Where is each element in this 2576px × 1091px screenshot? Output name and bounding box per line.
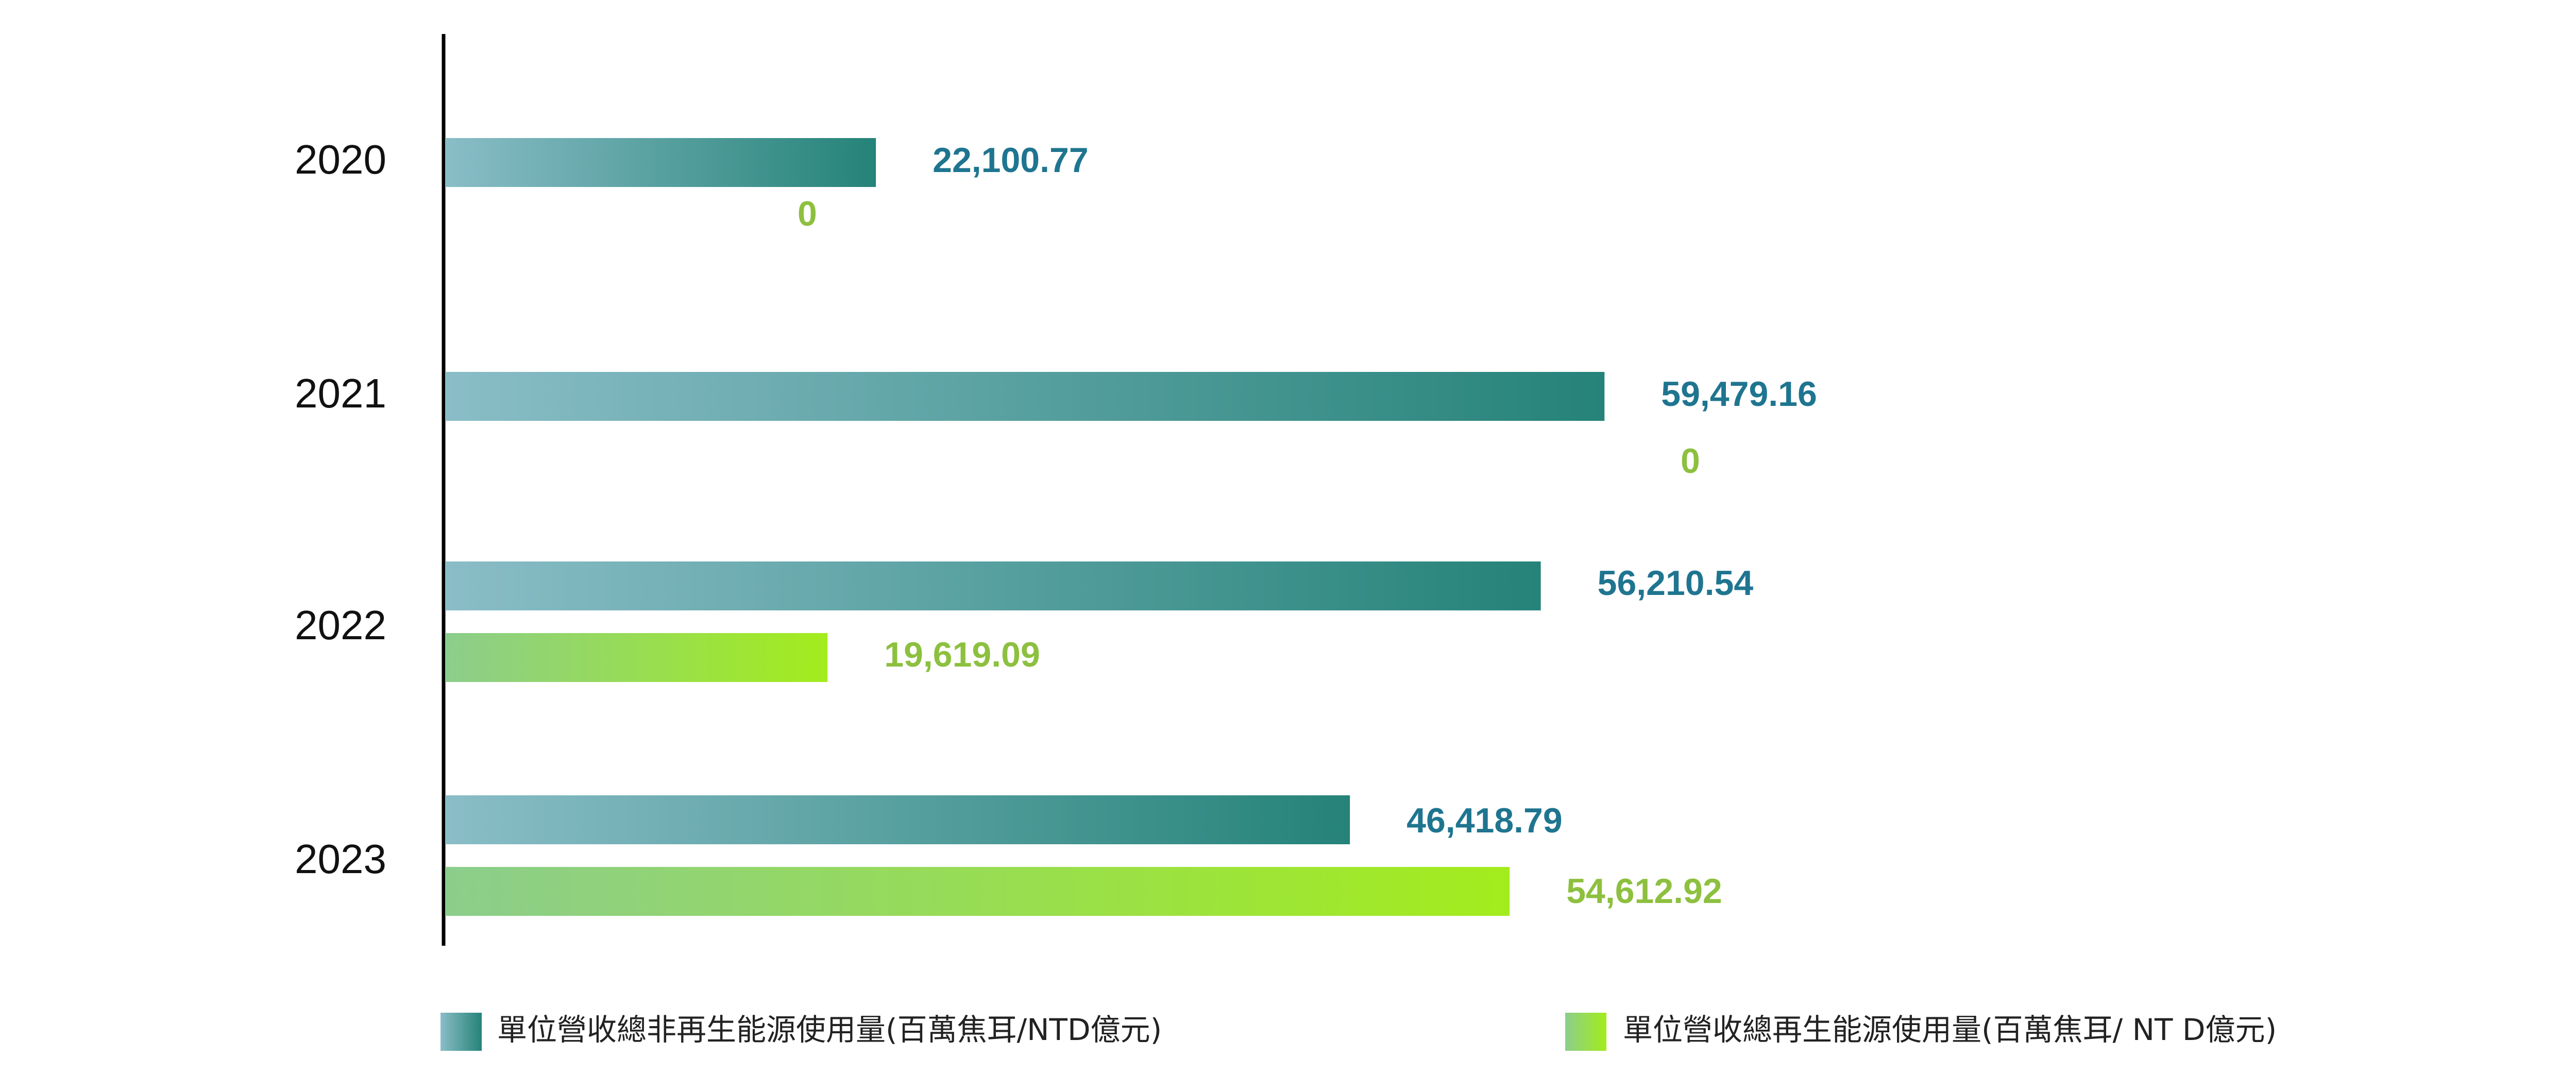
- year-label-2022: 2022: [295, 602, 386, 648]
- legend-label-renewable: 單位營收總再生能源使用量(百萬焦耳/ NT D億元): [1623, 1012, 2277, 1047]
- value-label-non-renewable-2022: 56,210.54: [1598, 564, 1754, 603]
- labels-layer: 2020 22,100.77 0 2021 59,479.16 0 2022 56,210.5…: [295, 137, 1817, 911]
- value-label-renewable-2023: 54,612.92: [1566, 872, 1722, 911]
- value-label-non-renewable-2021: 59,479.16: [1661, 374, 1817, 414]
- value-label-renewable-2022: 19,619.09: [884, 635, 1040, 674]
- bar-renewable-2022: [445, 633, 828, 682]
- legend-swatch-renewable: [1565, 1013, 1606, 1051]
- value-label-non-renewable-2023: 46,418.79: [1406, 801, 1563, 840]
- year-label-2023: 2023: [295, 836, 386, 882]
- value-label-non-renewable-2020: 22,100.77: [933, 141, 1089, 180]
- bar-non-renewable-2023: [445, 795, 1350, 844]
- bar-non-renewable-2021: [445, 372, 1605, 421]
- legend-label-non-renewable: 單位營收總非再生能源使用量(百萬焦耳/NTD億元): [497, 1012, 1162, 1047]
- bar-non-renewable-2020: [445, 138, 876, 187]
- bar-non-renewable-2022: [445, 561, 1541, 610]
- bar-renewable-2023: [445, 867, 1510, 916]
- bars-layer: [445, 138, 1605, 916]
- value-label-renewable-2020: 0: [798, 194, 817, 233]
- year-label-2020: 2020: [295, 137, 386, 182]
- legend: 單位營收總非再生能源使用量(百萬焦耳/NTD億元) 單位營收總再生能源使用量(百萬…: [440, 1012, 2277, 1051]
- year-label-2021: 2021: [295, 370, 386, 416]
- value-label-renewable-2021: 0: [1681, 441, 1700, 481]
- legend-swatch-non-renewable: [440, 1013, 482, 1051]
